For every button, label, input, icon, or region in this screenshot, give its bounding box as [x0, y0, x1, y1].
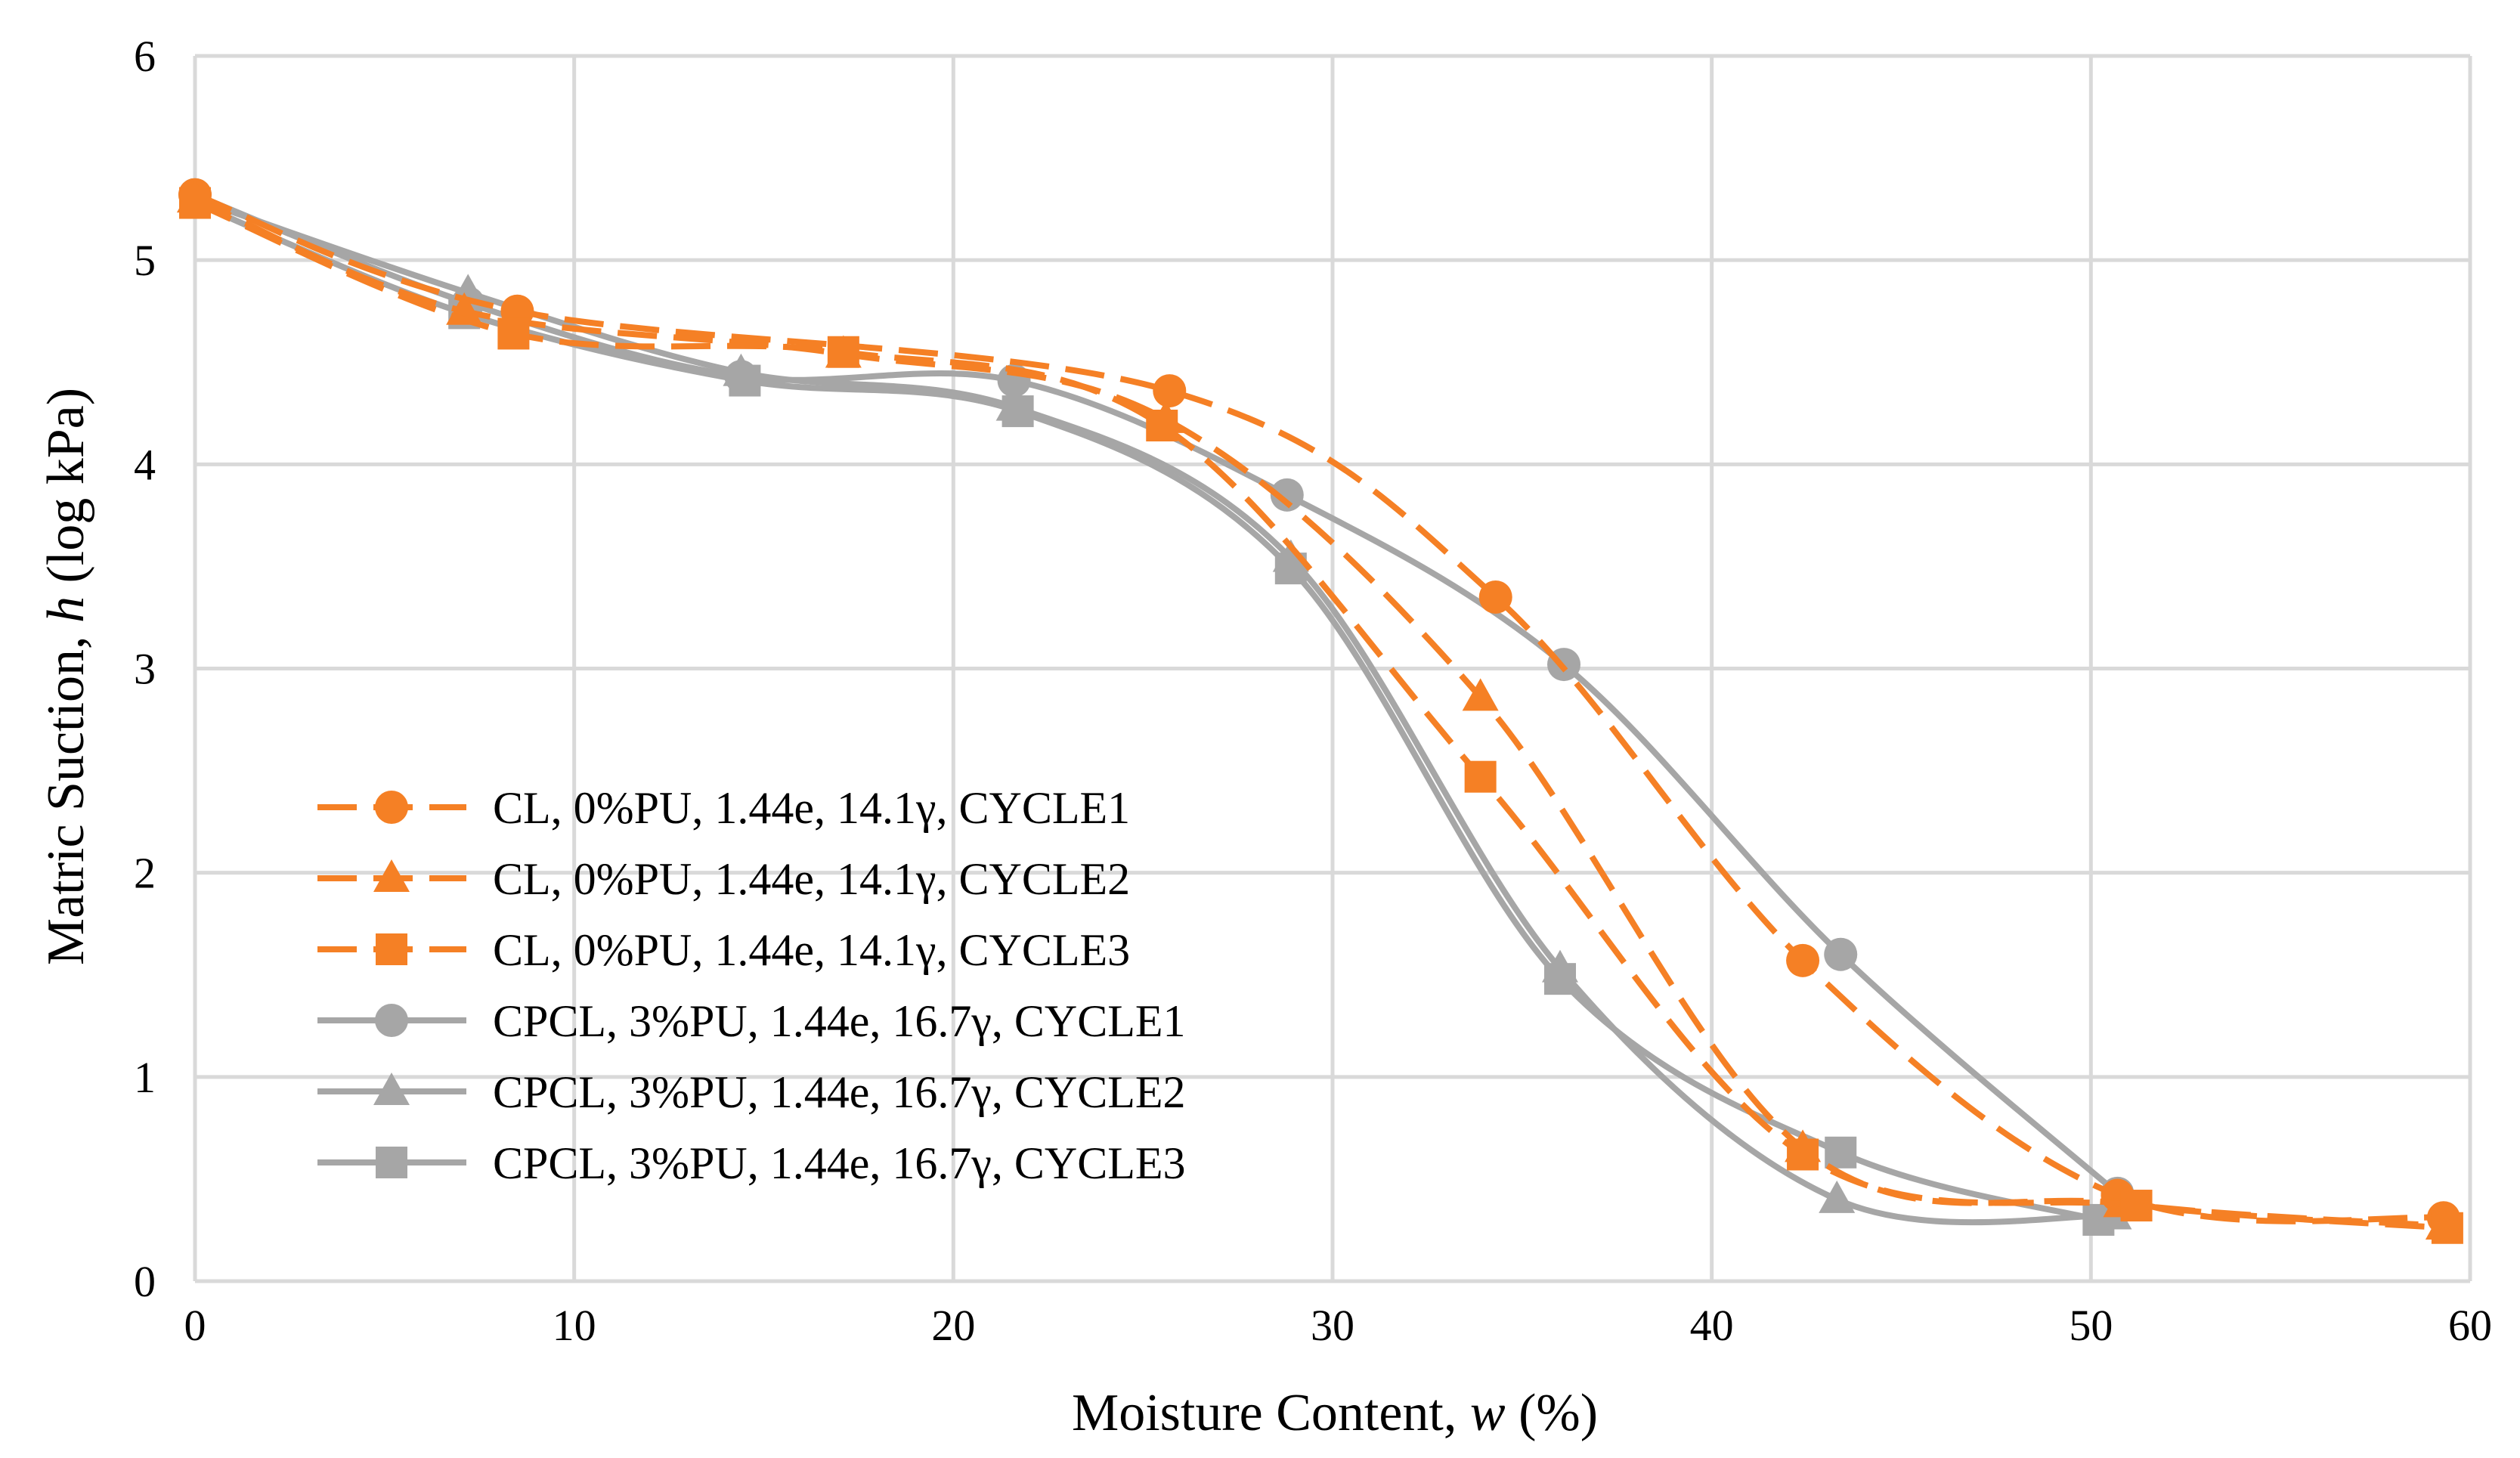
data-point-triangle: [1819, 1180, 1856, 1213]
y-tick-label: 5: [134, 236, 156, 285]
y-tick-label: 3: [134, 645, 156, 694]
data-point-square: [729, 364, 761, 397]
legend-label: CPCL, 3%PU, 1.44e, 16.7γ, CYCLE2: [493, 1067, 1186, 1117]
x-tick-label: 40: [1690, 1301, 1734, 1350]
grid: [193, 54, 2472, 1283]
data-point-square: [1544, 963, 1576, 995]
legend-label: CPCL, 3%PU, 1.44e, 16.7γ, CYCLE3: [493, 1138, 1186, 1188]
x-tick-label: 20: [931, 1301, 975, 1350]
x-axis-title: Moisture Content, w (%): [1072, 1384, 1598, 1442]
series-line: [193, 191, 2444, 1224]
x-tick-label: 30: [1311, 1301, 1354, 1350]
data-point-square: [1825, 1136, 1857, 1169]
data-point-square: [179, 187, 211, 219]
data-point-square: [497, 317, 530, 350]
data-point-square: [2120, 1190, 2153, 1222]
data-point-circle: [1478, 580, 1512, 614]
data-point-triangle: [1462, 678, 1499, 711]
legend-marker-circle: [375, 1004, 408, 1037]
x-tick-label: 60: [2448, 1301, 2492, 1350]
data-point-square: [1787, 1138, 1819, 1171]
x-tick-label: 50: [2069, 1301, 2113, 1350]
legend-item: CL, 0%PU, 1.44e, 14.1γ, CYCLE1: [317, 783, 1130, 833]
data-point-square: [827, 336, 859, 368]
legend-marker-circle: [375, 791, 408, 824]
series-line: [193, 200, 2448, 1231]
legend-label: CL, 0%PU, 1.44e, 14.1γ, CYCLE1: [493, 783, 1130, 833]
data-point-square: [1146, 410, 1178, 442]
data-point-square: [1464, 760, 1497, 793]
data-point-square: [1001, 395, 1034, 428]
tick-labels: 0 10 20 30 40 50 60 0 1 2 3 4 5 6: [134, 32, 2492, 1350]
data-point-circle: [1824, 937, 1858, 971]
legend-label: CPCL, 3%PU, 1.44e, 16.7γ, CYCLE1: [493, 996, 1186, 1046]
y-axis-title: Matric Suction, h (log kPa): [37, 388, 95, 965]
plot-area: [177, 178, 2463, 1244]
y-tick-label: 6: [134, 32, 156, 81]
y-tick-label: 1: [134, 1053, 156, 1102]
legend: CL, 0%PU, 1.44e, 14.1γ, CYCLE1 CL, 0%PU, …: [317, 783, 1186, 1188]
legend-item: CL, 0%PU, 1.44e, 14.1γ, CYCLE3: [317, 925, 1130, 975]
y-tick-label: 0: [134, 1257, 156, 1306]
legend-marker-square: [376, 1147, 407, 1178]
y-tick-label: 4: [134, 440, 156, 489]
data-point-circle: [1270, 478, 1304, 512]
legend-item: CPCL, 3%PU, 1.44e, 16.7γ, CYCLE3: [317, 1138, 1186, 1188]
legend-marker-triangle: [373, 859, 410, 892]
legend-marker-triangle: [373, 1073, 410, 1105]
legend-label: CL, 0%PU, 1.44e, 14.1γ, CYCLE3: [493, 925, 1130, 975]
legend-marker-square: [376, 933, 407, 965]
data-point-circle: [1153, 374, 1187, 408]
legend-label: CL, 0%PU, 1.44e, 14.1γ, CYCLE2: [493, 854, 1130, 904]
legend-item: CPCL, 3%PU, 1.44e, 16.7γ, CYCLE2: [317, 1067, 1186, 1117]
data-point-square: [2431, 1212, 2463, 1244]
x-tick-label: 0: [184, 1301, 206, 1350]
series-line: [193, 196, 2444, 1230]
x-tick-label: 10: [553, 1301, 596, 1350]
data-point-circle: [1786, 943, 1820, 977]
legend-item: CPCL, 3%PU, 1.44e, 16.7γ, CYCLE1: [317, 996, 1186, 1046]
y-tick-label: 2: [134, 849, 156, 898]
legend-item: CL, 0%PU, 1.44e, 14.1γ, CYCLE2: [317, 854, 1130, 904]
series-3: [179, 187, 2463, 1244]
